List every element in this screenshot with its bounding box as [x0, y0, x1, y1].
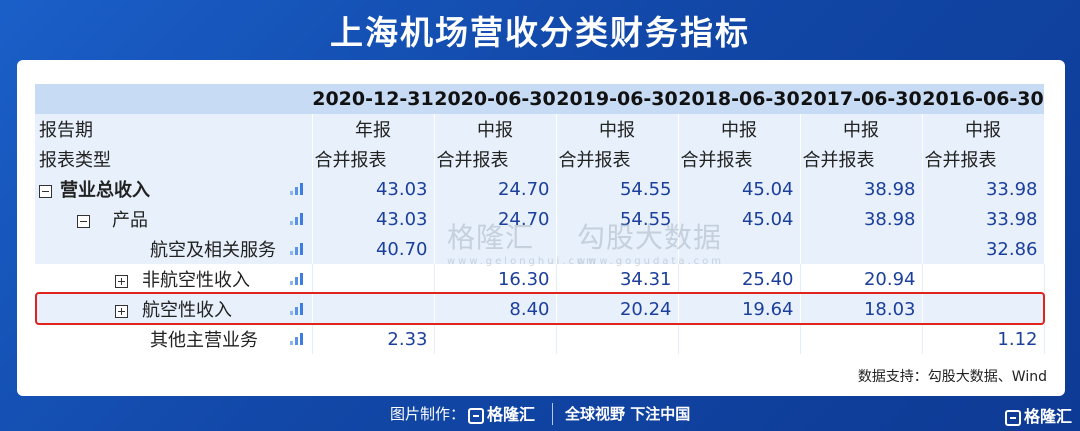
- table-cell: [800, 234, 923, 264]
- table-cell: 18.03: [800, 294, 923, 324]
- expand-icon[interactable]: [115, 304, 128, 318]
- table-cell: 54.55: [556, 204, 679, 234]
- table-cell: 中报: [556, 114, 679, 144]
- highlight-box: [35, 292, 1045, 325]
- row-label: 其他主营业务: [35, 324, 313, 354]
- table-cell: 24.70: [434, 174, 557, 204]
- bar-chart-icon[interactable]: [289, 243, 304, 255]
- table-cell: 中报: [922, 114, 1045, 144]
- row-label: 报告期: [35, 114, 313, 144]
- row-label: 报表类型: [35, 144, 313, 174]
- table-cell: 合并报表: [312, 144, 435, 174]
- watermark-partner-url: www.gogudata.com: [577, 256, 725, 267]
- table-cell: [678, 324, 801, 354]
- table-cell: [434, 234, 557, 264]
- footer-logo: 格隆汇: [468, 401, 535, 425]
- table-row: 产品 43.03 24.70 54.55 45.04 38.98 33.98: [35, 204, 1045, 234]
- table-cell: 25.40: [678, 264, 801, 294]
- table-cell: [922, 264, 1045, 294]
- watermark-partner: 勾股大数据: [577, 221, 723, 254]
- column-header[interactable]: 2018-06-30: [678, 84, 800, 114]
- collapse-icon[interactable]: [77, 214, 90, 228]
- footer-slogan: 全球视野 下注中国: [565, 405, 691, 423]
- table-cell: 中报: [678, 114, 801, 144]
- table-cell: 40.70: [312, 234, 435, 264]
- table-cell: 38.98: [800, 174, 923, 204]
- corner-logo: 格隆汇: [1004, 403, 1072, 427]
- column-header[interactable]: 2017-06-30: [800, 84, 922, 114]
- table-cell: [556, 324, 679, 354]
- table-cell: 8.40: [434, 294, 557, 324]
- table-cell: 54.55: [556, 174, 679, 204]
- table-cell: 38.98: [800, 204, 923, 234]
- table-row: 营业总收入 43.03 24.70 54.55 45.04 38.98 33.9…: [35, 174, 1045, 204]
- table-cell: 年报: [312, 114, 435, 144]
- row-label: 产品: [35, 204, 313, 234]
- row-label: 航空及相关服务: [35, 234, 313, 264]
- table-cell: 20.24: [556, 294, 679, 324]
- watermark-brand: 格隆汇: [447, 221, 535, 254]
- table-cell: 16.30: [434, 264, 557, 294]
- table-cell: [678, 234, 801, 264]
- report-period-row: 报告期 年报 中报 中报 中报 中报 中报: [35, 114, 1045, 144]
- footer-divider: [552, 403, 553, 425]
- table-cell: 合并报表: [678, 144, 801, 174]
- table-cell: 2.33: [312, 324, 435, 354]
- table-cell: 43.03: [312, 204, 435, 234]
- table-cell: 45.04: [678, 204, 801, 234]
- table-cell: [922, 294, 1045, 324]
- column-header[interactable]: 2020-06-30: [434, 84, 556, 114]
- financial-table: 2020-12-31 2020-06-30 2019-06-30 2018-06…: [35, 84, 1045, 354]
- table-cell: 20.94: [800, 264, 923, 294]
- row-label: 非航空性收入: [35, 264, 313, 294]
- header-row: 2020-12-31 2020-06-30 2019-06-30 2018-06…: [35, 84, 1044, 114]
- table-row: 航空及相关服务 40.70 32.86: [35, 234, 1045, 264]
- data-source: 数据支持：勾股大数据、Wind: [857, 369, 1047, 385]
- table-row: 其他主营业务 2.33 1.12: [35, 324, 1045, 354]
- table-cell: [800, 324, 923, 354]
- bar-chart-icon[interactable]: [289, 333, 304, 345]
- table-cell: 33.98: [922, 204, 1045, 234]
- column-header[interactable]: 2016-06-30: [922, 84, 1044, 114]
- made-by-label: 图片制作：: [390, 405, 466, 423]
- table-cell: [556, 234, 679, 264]
- table-cell: 合并报表: [922, 144, 1045, 174]
- table-cell: 1.12: [922, 324, 1045, 354]
- table-cell: 中报: [800, 114, 923, 144]
- data-card: 2020-12-31 2020-06-30 2019-06-30 2018-06…: [17, 60, 1065, 396]
- table-cell: [434, 324, 557, 354]
- row-label: 营业总收入: [35, 174, 313, 204]
- table-cell: 合并报表: [434, 144, 557, 174]
- row-label: 航空性收入: [35, 294, 313, 324]
- table-cell: [312, 264, 435, 294]
- report-type-row: 报表类型 合并报表 合并报表 合并报表 合并报表 合并报表 合并报表: [35, 144, 1045, 174]
- logo-icon: [1004, 409, 1021, 426]
- table-cell: 45.04: [678, 174, 801, 204]
- bar-chart-icon[interactable]: [289, 183, 304, 195]
- expand-icon[interactable]: [115, 274, 128, 288]
- collapse-icon[interactable]: [39, 184, 52, 198]
- table-row: 非航空性收入 16.30 34.31 25.40 20.94: [35, 264, 1045, 294]
- bar-chart-icon[interactable]: [289, 213, 304, 225]
- page-title: 上海机场营收分类财务指标: [330, 13, 750, 52]
- column-header[interactable]: 2020-12-31: [312, 84, 434, 114]
- column-header[interactable]: 2019-06-30: [556, 84, 678, 114]
- table-cell: 33.98: [922, 174, 1045, 204]
- table-cell: 中报: [434, 114, 557, 144]
- logo-icon: [468, 407, 484, 424]
- footer: 图片制作： 格隆汇 全球视野 下注中国 格隆汇: [0, 403, 1080, 427]
- table-cell: 32.86: [922, 234, 1045, 264]
- table-cell: 合并报表: [800, 144, 923, 174]
- table-cell: 43.03: [312, 174, 435, 204]
- table-cell: 24.70: [434, 204, 557, 234]
- bar-chart-icon[interactable]: [289, 273, 304, 285]
- table-cell: 19.64: [678, 294, 801, 324]
- header-corner: [35, 84, 312, 114]
- table-cell: 34.31: [556, 264, 679, 294]
- watermark-brand-url: www.gelonghui.com: [447, 256, 599, 267]
- table-cell: 合并报表: [556, 144, 679, 174]
- table-cell: [312, 294, 435, 324]
- bar-chart-icon[interactable]: [289, 303, 304, 315]
- table-row: 航空性收入 8.40 20.24 19.64 18.03: [35, 294, 1045, 324]
